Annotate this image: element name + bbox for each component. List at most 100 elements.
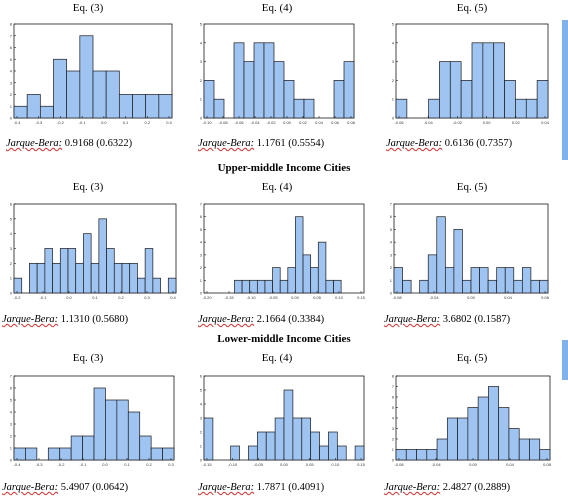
histogram-bar bbox=[53, 58, 68, 119]
y-tick-label: 6 bbox=[200, 374, 203, 379]
histogram-bar bbox=[150, 447, 163, 461]
y-tick-label: 0 bbox=[392, 116, 395, 121]
y-tick-label: 8 bbox=[392, 374, 395, 379]
histogram-bar bbox=[47, 447, 61, 461]
histogram-bar bbox=[253, 42, 265, 119]
x-tick-label: -0.2 bbox=[14, 295, 22, 300]
histogram-bar bbox=[333, 279, 342, 294]
y-tick-label: 6 bbox=[392, 395, 395, 400]
x-tick-label: 0.0 bbox=[66, 295, 72, 300]
y-tick-label: 5 bbox=[10, 216, 13, 221]
y-tick-label: 0 bbox=[10, 116, 13, 121]
y-tick-label: 3 bbox=[392, 426, 395, 431]
histogram-bar bbox=[264, 279, 273, 294]
histogram-bar bbox=[279, 279, 289, 294]
histogram-bar bbox=[426, 449, 438, 461]
histogram-bar bbox=[343, 61, 355, 119]
y-tick-label: 1 bbox=[200, 444, 203, 449]
histogram-bar bbox=[92, 70, 107, 119]
y-tick-label: 2 bbox=[10, 261, 13, 266]
x-tick-label: 0.00 bbox=[280, 462, 289, 467]
eq3-title-lower: Eq. (3) bbox=[72, 352, 104, 364]
y-tick-label: 6 bbox=[10, 45, 13, 50]
x-tick-label: -0.1 bbox=[80, 462, 88, 467]
histogram-bar bbox=[460, 80, 473, 119]
x-tick-label: 0.2 bbox=[146, 462, 152, 467]
histogram-bar bbox=[75, 262, 84, 294]
y-tick-label: 7 bbox=[392, 384, 395, 389]
histogram-bar bbox=[427, 254, 438, 294]
y-tick-label: 3 bbox=[10, 422, 13, 427]
y-tick-label: 5 bbox=[200, 227, 203, 232]
histogram-bar bbox=[248, 445, 258, 461]
x-tick-label: 0.06 bbox=[331, 120, 340, 125]
histogram-bar bbox=[283, 389, 294, 461]
histogram-bar bbox=[439, 61, 451, 119]
y-tick-label: 4 bbox=[390, 240, 393, 245]
y-tick-label: 0 bbox=[392, 458, 395, 463]
x-tick-label: 0.3 bbox=[168, 462, 174, 467]
histogram-bar bbox=[105, 399, 118, 461]
eq3-title-upper: Eq. (3) bbox=[72, 181, 104, 193]
y-tick-label: 4 bbox=[392, 40, 395, 45]
histogram-bar bbox=[525, 98, 538, 119]
histogram-lower-eq4: 0 1 2 3 4 5 6 -0.15 -0.10 -0.05 0.00 0.05 0.10 0.15 bbox=[200, 374, 366, 468]
histogram-bar bbox=[29, 262, 38, 294]
histogram-top-eq4: 0 1 2 3 4 5 -0.10 -0.08 -0.06 -0.04 -0.02 0.00 0.02 0… bbox=[200, 22, 356, 126]
x-tick-label: -0.04 bbox=[431, 462, 441, 467]
x-tick-label: -0.04 bbox=[250, 120, 260, 125]
histogram-bar bbox=[25, 447, 38, 461]
x-tick-label: -0.04 bbox=[429, 295, 439, 300]
histogram-bar bbox=[59, 248, 69, 294]
histogram-bar bbox=[333, 80, 345, 119]
y-tick-label: 0 bbox=[200, 458, 203, 463]
y-tick-label: 4 bbox=[10, 69, 13, 74]
histogram-bar bbox=[325, 279, 334, 294]
histogram-bar bbox=[272, 267, 281, 294]
histogram-bar bbox=[449, 61, 462, 119]
histogram-bar bbox=[263, 42, 275, 119]
histogram-bar bbox=[470, 267, 480, 294]
x-tick-label: -0.02 bbox=[453, 120, 463, 125]
histogram-bar bbox=[504, 80, 516, 119]
y-tick-label: 5 bbox=[392, 405, 395, 410]
histogram-bar bbox=[319, 445, 329, 461]
x-tick-label: -0.10 bbox=[228, 462, 238, 467]
histogram-bar bbox=[265, 431, 276, 461]
y-tick-label: 7 bbox=[10, 374, 13, 379]
x-tick-label: 0.00 bbox=[283, 120, 292, 125]
x-tick-label: 0.02 bbox=[299, 120, 308, 125]
y-tick-label: 6 bbox=[390, 214, 393, 219]
y-tick-label: 4 bbox=[392, 416, 395, 421]
x-tick-label: -0.08 bbox=[394, 462, 404, 467]
histogram-bar bbox=[66, 70, 81, 119]
y-tick-label: 7 bbox=[390, 202, 393, 207]
histogram-bar bbox=[233, 42, 245, 119]
histogram-bar bbox=[67, 248, 77, 294]
histogram-bar bbox=[295, 216, 304, 294]
histogram-bar bbox=[144, 248, 154, 294]
section-title-upper: Upper-middle Income Cities bbox=[217, 162, 351, 174]
histogram-bar bbox=[162, 447, 175, 461]
jb-top-eq3: Jarque-Bera: 0.9168 (0.6322) bbox=[6, 138, 133, 149]
y-tick-label: 0 bbox=[10, 458, 13, 463]
y-tick-label: 0 bbox=[200, 291, 203, 296]
histogram-bar bbox=[106, 248, 115, 294]
x-tick-label: 0.4 bbox=[170, 295, 176, 300]
x-tick-label: -0.15 bbox=[202, 462, 212, 467]
x-tick-label: 0.08 bbox=[541, 295, 550, 300]
histogram-lower-eq3: 0 1 2 3 4 5 6 7 -0.4 -0.3 -0.2 -0.1 0.0 0.1 0.2 0.3 bbox=[10, 374, 175, 468]
histogram-bar bbox=[213, 98, 225, 119]
x-tick-label: -0.04 bbox=[424, 120, 434, 125]
y-tick-label: 5 bbox=[390, 227, 393, 232]
histogram-bar bbox=[52, 262, 61, 294]
y-tick-label: 1 bbox=[10, 104, 13, 109]
histogram-bar bbox=[82, 435, 95, 461]
histogram-bar bbox=[302, 254, 312, 294]
histogram-top-eq5: 0 1 2 3 4 5 -0.06 -0.04 -0.02 0.00 0.02 0.04 bbox=[392, 22, 550, 126]
y-tick-label: 3 bbox=[200, 416, 203, 421]
x-tick-label: 0.00 bbox=[467, 295, 476, 300]
histogram-bar bbox=[521, 267, 532, 294]
x-tick-label: -0.10 bbox=[202, 120, 212, 125]
y-tick-label: 2 bbox=[200, 265, 203, 270]
